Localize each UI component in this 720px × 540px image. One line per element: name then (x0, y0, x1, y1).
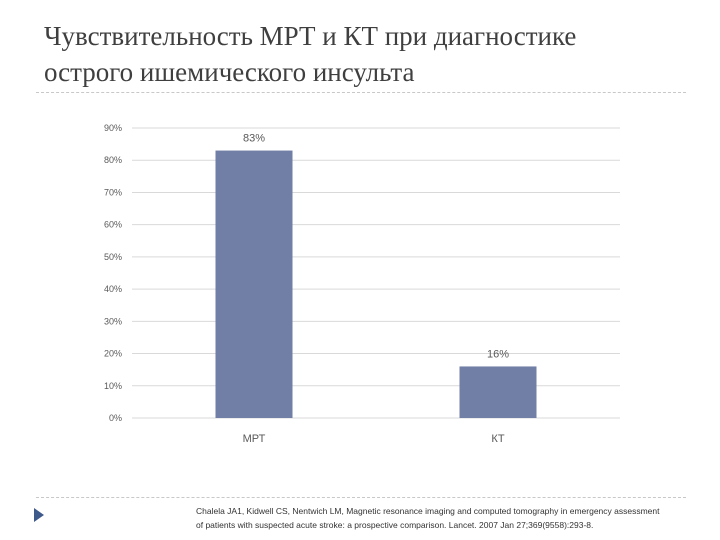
bar (215, 150, 293, 419)
data-label: 83% (243, 133, 265, 145)
y-tick-label: 90% (104, 123, 122, 133)
y-tick-label: 20% (104, 349, 122, 359)
y-tick-label: 50% (104, 252, 122, 262)
slide-title: Чувствительность МРТ и КТ при диагностик… (44, 18, 704, 90)
data-label: 16% (487, 348, 509, 360)
bullet-arrow-icon (34, 508, 44, 522)
y-tick-label: 30% (104, 316, 122, 326)
y-tick-label: 80% (104, 155, 122, 165)
y-tick-label: 70% (104, 187, 122, 197)
reference-line-1: Chalela JA1, Kidwell CS, Nentwich LM, Ma… (196, 506, 660, 516)
bar (459, 366, 537, 418)
slide-title-line-1: Чувствительность МРТ и КТ при диагностик… (44, 21, 577, 51)
y-tick-label: 10% (104, 381, 122, 391)
y-tick-label: 0% (109, 413, 122, 423)
slide-title-line-2: острого ишемического инсульта (44, 57, 415, 87)
sensitivity-bar-chart: 0% 10% 20% 30% 40% 50% 60% 70% 80% 90% 83% МРТ 16% КТ (104, 123, 620, 445)
reference-citation: Chalela JA1, Kidwell CS, Nentwich LM, Ma… (196, 504, 690, 532)
x-tick-label: МРТ (243, 433, 266, 445)
y-tick-label: 40% (104, 284, 122, 294)
title-divider (36, 92, 686, 93)
footer-divider (36, 497, 686, 498)
y-tick-label: 60% (104, 220, 122, 230)
reference-line-2: of patients with suspected acute stroke:… (196, 520, 594, 530)
x-tick-label: КТ (491, 433, 504, 445)
